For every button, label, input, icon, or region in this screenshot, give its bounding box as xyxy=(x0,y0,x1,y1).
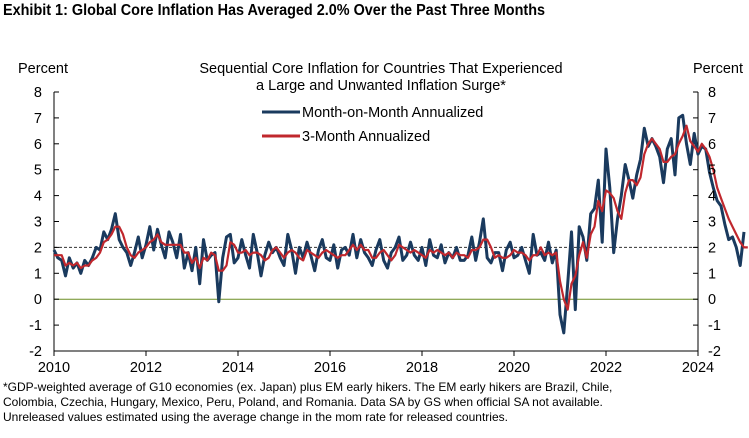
x-tick-label: 2016 xyxy=(314,360,346,376)
y-tick-label-left: -2 xyxy=(29,344,42,360)
y-axis-label-right: Percent xyxy=(693,61,743,77)
y-tick-label-right: -2 xyxy=(708,344,721,360)
exhibit-title: Exhibit 1: Global Core Inflation Has Ave… xyxy=(3,2,546,19)
y-tick-label-right: 0 xyxy=(708,292,716,308)
chart-title-line: Sequential Core Inflation for Countries … xyxy=(199,61,562,77)
footnote: *GDP-weighted average of G10 economies (… xyxy=(3,380,743,425)
x-tick-label: 2022 xyxy=(590,360,622,376)
footnote-line: Unreleased values estimated using the av… xyxy=(3,410,508,424)
series-line-mom-annualized xyxy=(52,113,746,335)
y-tick-label-right: 7 xyxy=(708,111,716,127)
y-tick-label-right: -1 xyxy=(708,318,721,334)
y-tick-label-left: 4 xyxy=(34,189,42,205)
footnote-line: *GDP-weighted average of G10 economies (… xyxy=(3,380,613,394)
legend-label: 3-Month Annualized xyxy=(302,129,430,145)
y-tick-label-left: 2 xyxy=(34,240,42,256)
y-tick-label-left: 7 xyxy=(34,111,42,127)
y-tick-label-right: 5 xyxy=(708,163,716,179)
line-chart: -2 -2 -1 -1 0 0 1 1 2 2 3 3 4 4 5 5 6 6 7 7 8 8 2010 2012 2014 20… xyxy=(18,61,748,376)
y-tick-label-left: 1 xyxy=(34,266,42,282)
series-layer xyxy=(52,113,748,335)
footnote-line: Colombia, Czechia, Hungary, Mexico, Peru… xyxy=(3,395,603,409)
y-axis-label-left: Percent xyxy=(18,61,68,77)
x-tick-label: 2010 xyxy=(38,360,70,376)
y-tick-label-right: 6 xyxy=(708,137,716,153)
y-tick-label-right: 3 xyxy=(708,215,716,231)
legend-label: Month-on-Month Annualized xyxy=(302,105,483,121)
x-tick-label: 2024 xyxy=(682,360,714,376)
y-tick-label-right: 1 xyxy=(708,266,716,282)
y-tick-label-left: 5 xyxy=(34,163,42,179)
x-tick-label: 2012 xyxy=(130,360,162,376)
chart-title-line: a Large and Unwanted Inflation Surge* xyxy=(256,78,506,94)
y-tick-label-left: -1 xyxy=(29,318,42,334)
y-tick-label-left: 6 xyxy=(34,137,42,153)
series-line-3m-annualized xyxy=(54,124,748,311)
x-tick-label: 2018 xyxy=(406,360,438,376)
y-tick-label-right: 4 xyxy=(708,189,716,205)
y-tick-label-left: 3 xyxy=(34,215,42,231)
y-tick-label-right: 8 xyxy=(708,85,716,101)
y-tick-label-left: 8 xyxy=(34,85,42,101)
y-tick-label-right: 2 xyxy=(708,240,716,256)
y-tick-label-left: 0 xyxy=(34,292,42,308)
x-tick-label: 2014 xyxy=(222,360,254,376)
text-layer: -2 -2 -1 -1 0 0 1 1 2 2 3 3 4 4 5 5 6 6 7 7 8 8 2010 2012 2014 20… xyxy=(18,61,743,376)
x-tick-label: 2020 xyxy=(498,360,530,376)
